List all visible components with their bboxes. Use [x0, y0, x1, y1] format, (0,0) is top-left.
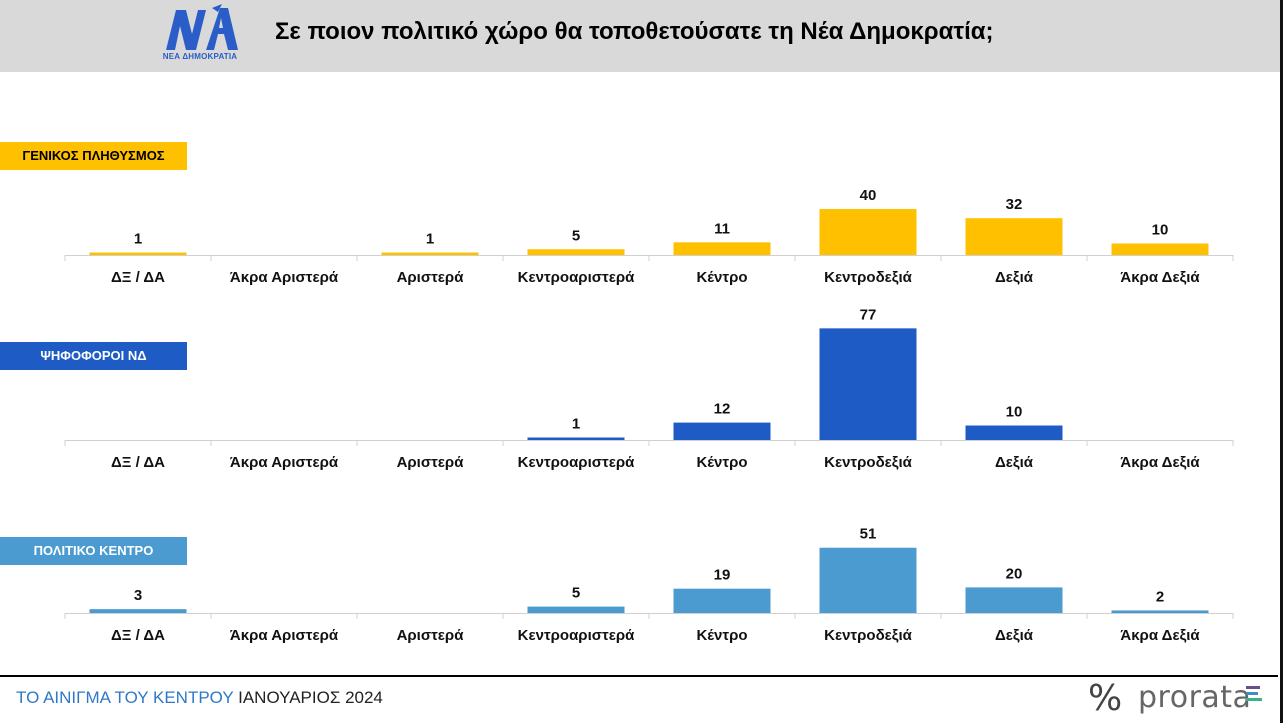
- segment-label-nd-voters: ΨΗΦΟΦΟΡΟΙ ΝΔ: [0, 342, 187, 370]
- bar: [89, 609, 187, 613]
- header-bar: ΝΕΑ ΔΗΜΟΚΡΑΤΙΑ Σε ποιον πολιτικό χώρο θα…: [0, 0, 1280, 72]
- category-label: Κεντροδεξιά: [824, 627, 912, 644]
- bar: [527, 437, 625, 440]
- category-label: Κέντρο: [696, 627, 747, 644]
- brand-name: prorata: [1138, 680, 1252, 715]
- data-label: 1: [572, 416, 580, 433]
- bar: [1111, 243, 1209, 255]
- page-title: Σε ποιον πολιτικό χώρο θα τοποθετούσατε …: [275, 18, 994, 45]
- chart-group: ΔΞ / ΔΑ 1 Άκρα Αριστερά Αριστερά 1 Κεντροαρισ…: [64, 187, 1234, 286]
- data-label: 40: [860, 187, 877, 204]
- category-label: Άκρα Δεξιά: [1120, 627, 1200, 644]
- category-label: Δεξιά: [995, 269, 1034, 286]
- category-label: Κεντροαριστερά: [518, 627, 635, 644]
- category-label: Δεξιά: [995, 627, 1034, 644]
- brand-bars-icon: [1246, 686, 1262, 704]
- category-label: Δεξιά: [995, 454, 1034, 471]
- bar: [965, 587, 1063, 613]
- data-label: 5: [572, 227, 580, 244]
- data-label: 1: [134, 231, 142, 248]
- category-label: Άκρα Αριστερά: [230, 269, 339, 286]
- category-label: Αριστερά: [397, 627, 465, 644]
- prorata-logo: % prorata: [1086, 678, 1276, 719]
- data-label: 32: [1006, 196, 1023, 213]
- category-label: ΔΞ / ΔΑ: [111, 454, 165, 471]
- bar: [673, 422, 771, 440]
- segment-label-political-center: ΠΟΛΙΤΙΚΟ ΚΕΝΤΡΟ: [0, 537, 187, 565]
- data-label: 1: [426, 231, 434, 248]
- chart-group: ΔΞ / ΔΑ 3 Άκρα Αριστερά Αριστερά Κεντροαριστ…: [64, 526, 1234, 644]
- category-label: Κέντρο: [696, 454, 747, 471]
- category-label: Αριστερά: [397, 269, 465, 286]
- footer-date: ΙΑΝΟΥΑΡΙΟΣ 2024: [238, 688, 383, 707]
- category-label: ΔΞ / ΔΑ: [111, 269, 165, 286]
- segment-label-general-population: ΓΕΝΙΚΟΣ ΠΛΗΘΥΣΜΟΣ: [0, 142, 187, 170]
- data-label: 20: [1006, 565, 1023, 582]
- data-label: 51: [860, 526, 877, 543]
- data-label: 5: [572, 585, 580, 602]
- category-label: Κεντροαριστερά: [518, 269, 635, 286]
- bar: [819, 328, 917, 440]
- bar: [965, 218, 1063, 255]
- percent-icon: %: [1088, 678, 1123, 719]
- category-label: ΔΞ / ΔΑ: [111, 627, 165, 644]
- bar: [89, 252, 187, 255]
- bar: [819, 547, 917, 613]
- data-label: 10: [1152, 222, 1169, 239]
- chart-group: ΔΞ / ΔΑ Άκρα Αριστερά Αριστερά Κεντροαριστε…: [64, 306, 1234, 471]
- right-edge-border: [1280, 0, 1283, 723]
- logo-text: ΝΕΑ ΔΗΜΟΚΡΑΤΙΑ: [162, 52, 238, 61]
- category-label: Άκρα Δεξιά: [1120, 454, 1200, 471]
- data-label: 3: [134, 587, 142, 604]
- bar: [527, 606, 625, 613]
- footer-divider: [0, 675, 1278, 677]
- category-label: Αριστερά: [397, 454, 465, 471]
- bar: [673, 242, 771, 255]
- bar: [965, 425, 1063, 440]
- data-label: 77: [860, 306, 877, 323]
- bar: [527, 249, 625, 255]
- category-label: Κεντροαριστερά: [518, 454, 635, 471]
- data-label: 11: [714, 220, 730, 237]
- footer-title-main: ΤΟ ΑΙΝΙΓΜΑ ΤΟΥ ΚΕΝΤΡΟΥ: [16, 688, 234, 707]
- bar: [819, 209, 917, 255]
- bar: [381, 252, 479, 255]
- category-label: Άκρα Αριστερά: [230, 454, 339, 471]
- category-label: Άκρα Δεξιά: [1120, 269, 1200, 286]
- nd-logo-icon: [166, 4, 238, 50]
- footer-title: ΤΟ ΑΙΝΙΓΜΑ ΤΟΥ ΚΕΝΤΡΟΥ ΙΑΝΟΥΑΡΙΟΣ 2024: [16, 688, 383, 708]
- bar: [673, 588, 771, 613]
- category-label: Κεντροδεξιά: [824, 454, 912, 471]
- category-label: Κεντροδεξιά: [824, 269, 912, 286]
- data-label: 2: [1156, 588, 1164, 605]
- data-label: 12: [714, 401, 731, 418]
- data-label: 19: [714, 567, 731, 584]
- data-label: 10: [1006, 404, 1023, 421]
- category-label: Κέντρο: [696, 269, 747, 286]
- category-label: Άκρα Αριστερά: [230, 627, 339, 644]
- nd-logo: ΝΕΑ ΔΗΜΟΚΡΑΤΙΑ: [158, 4, 242, 62]
- bar: [1111, 610, 1209, 613]
